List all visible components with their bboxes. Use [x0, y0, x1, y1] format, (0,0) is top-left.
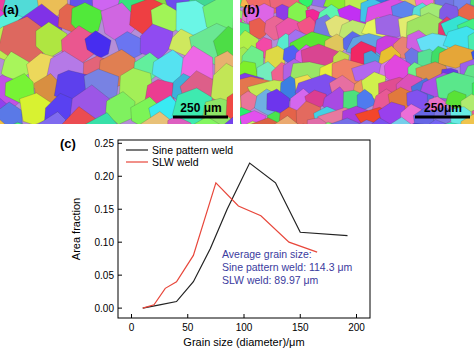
grain	[8, 122, 34, 124]
scale-bar	[415, 116, 470, 119]
grain	[272, 116, 300, 124]
x-tick	[356, 314, 357, 318]
scale-text: 250 μm	[180, 101, 221, 115]
y-tick-label: 0.25	[95, 138, 115, 149]
y-axis-label: Area fraction	[70, 198, 82, 260]
panel-label: (c)	[60, 136, 76, 151]
grain	[85, 31, 111, 58]
x-tick	[187, 314, 188, 318]
y-tick	[118, 308, 122, 309]
scale-bar	[173, 116, 228, 119]
panel-label: (a)	[3, 2, 19, 17]
grain	[0, 102, 22, 124]
series-line	[143, 163, 348, 308]
x-axis-label: Grain size (diameter)/μm	[183, 336, 304, 348]
map-b	[240, 0, 474, 124]
figure: 250 μm 250μm (a) (b) (c) 0 50 100 150 200 0.00 0.05…	[0, 0, 474, 351]
y-tick	[118, 176, 122, 177]
x-tick-label: 50	[182, 322, 194, 333]
x-tick	[244, 314, 245, 318]
plot-frame	[118, 140, 370, 318]
y-tick	[118, 143, 122, 144]
y-tick	[118, 209, 122, 210]
map-a	[0, 0, 233, 124]
x-tick-label: 0	[129, 322, 135, 333]
plot-area	[143, 163, 348, 308]
y-tick-label: 0.10	[95, 237, 115, 248]
x-tick-label: 100	[236, 322, 253, 333]
y-tick-label: 0.15	[95, 204, 115, 215]
map-background	[0, 0, 233, 124]
x-tick	[300, 314, 301, 318]
grain	[386, 117, 412, 124]
annotation: Average grain size:	[222, 248, 312, 260]
y-tick	[118, 242, 122, 243]
x-tick-label: 200	[348, 322, 365, 333]
grain	[403, 123, 424, 124]
y-tick	[118, 275, 122, 276]
x-tick	[131, 314, 132, 318]
annotation: Sine pattern weld: 114.3 μm	[222, 261, 352, 273]
grain	[0, 119, 11, 124]
scale-text: 250μm	[424, 101, 462, 115]
grain	[371, 118, 395, 124]
x-tick-label: 150	[292, 322, 309, 333]
legend-label: Sine pattern weld	[152, 144, 233, 156]
panel-label: (b)	[243, 2, 260, 17]
series-line	[143, 183, 317, 308]
grain	[79, 113, 122, 124]
legend-swatch	[126, 149, 148, 150]
y-tick-label: 0.00	[95, 303, 115, 314]
y-tick-label: 0.05	[95, 270, 115, 281]
legend-label: SLW weld	[152, 156, 199, 168]
annotation: SLW weld: 89.97 μm	[222, 274, 319, 286]
grain	[426, 120, 446, 124]
legend-swatch	[126, 161, 148, 162]
y-tick-label: 0.20	[95, 171, 115, 182]
